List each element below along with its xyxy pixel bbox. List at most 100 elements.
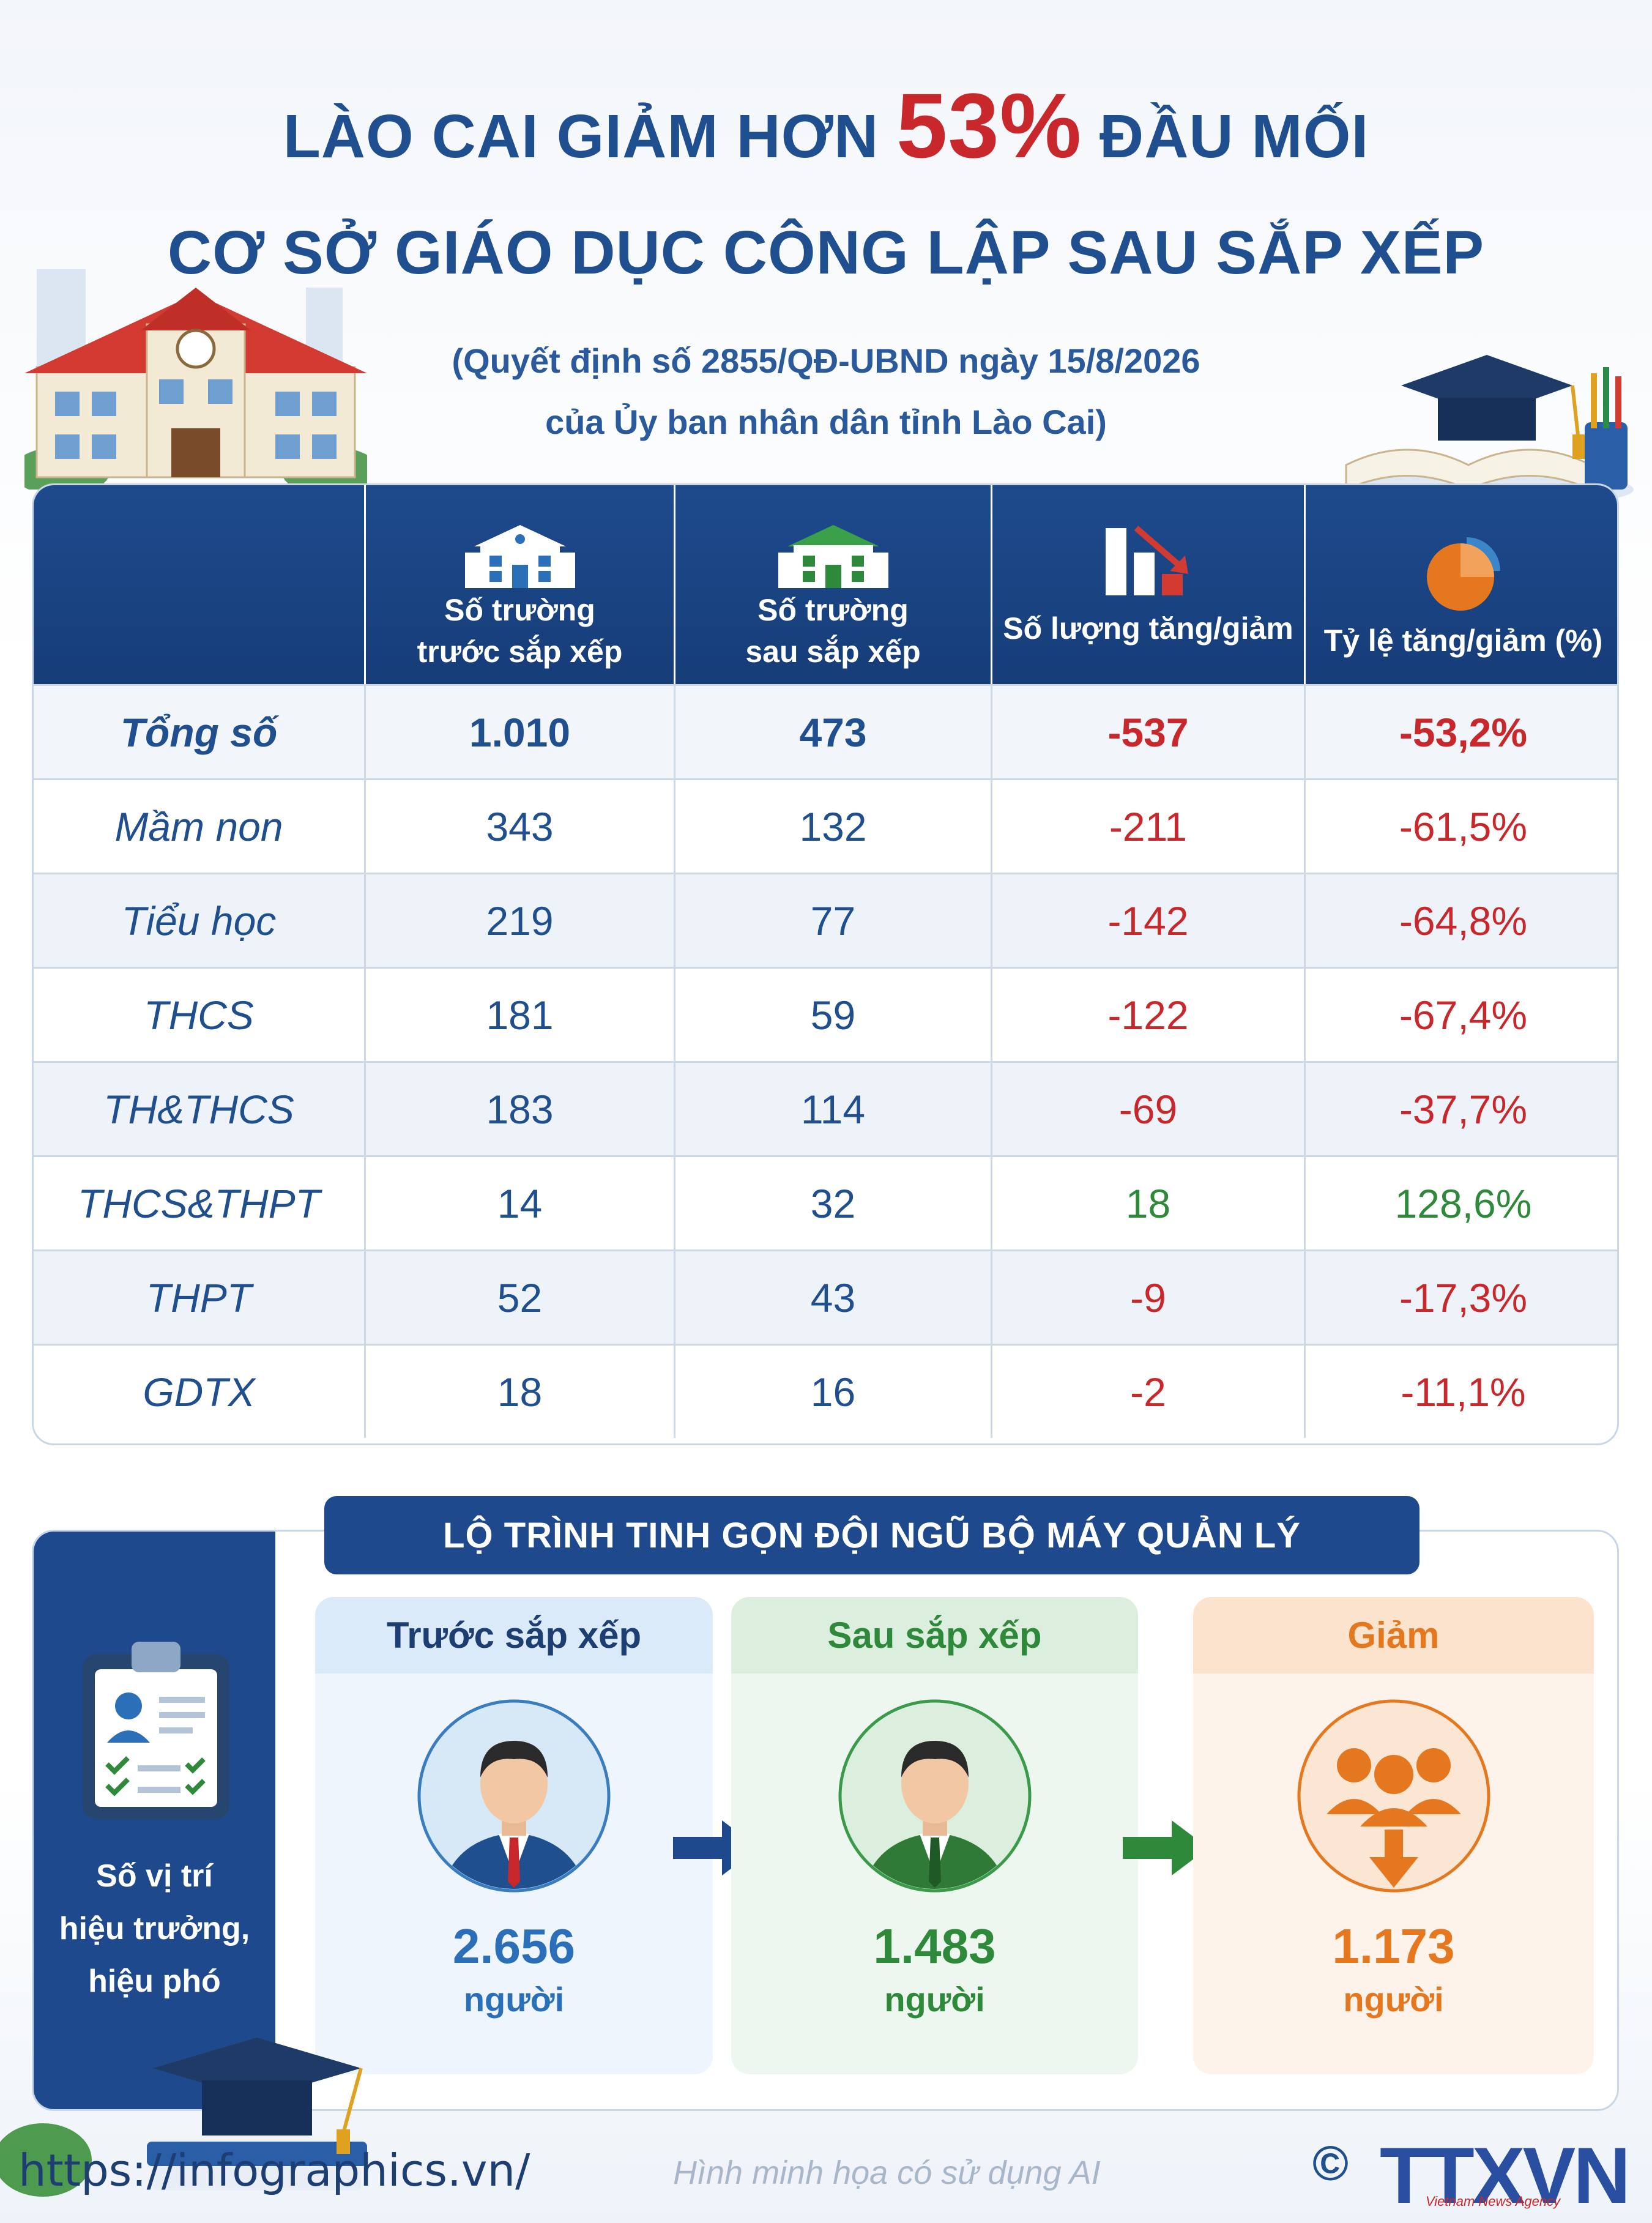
before-value: 2.656 [452,1919,576,1973]
table-cell-change: -211 [991,780,1304,873]
table-cell-change: 18 [991,1157,1304,1249]
table-cell-after: 473 [674,686,991,778]
table-cell-name: TH&THCS [103,1086,294,1132]
table-cell-before: 18 [364,1346,674,1438]
header-rate-label: Tỷ lệ tăng/giảm (%) [1323,624,1603,658]
side-panel: Số vị trí hiệu trưởng, hiệu phó [34,1532,275,2109]
school-icon [778,525,888,588]
table-cell-after: 59 [674,969,991,1061]
table-row: THPT 52 43 -9 -17,3% [34,1249,1617,1344]
table-row-total: Tổng số 1.010 473 -537 -53,2% [34,684,1617,778]
table-cell-rate: -11,1% [1304,1346,1617,1438]
table-cell-before: 219 [364,874,674,967]
table-cell-name: Tiểu học [121,898,277,944]
table-cell-after: 32 [674,1157,991,1249]
header-change: Số lượng tăng/giảm [991,485,1304,684]
side-label-line-1: Số vị trí [96,1858,213,1894]
table-cell-rate: -37,7% [1304,1063,1617,1155]
table-cell-change: -142 [991,874,1304,967]
schools-table: Số trường trước sắp xếp Số trường sau sắ… [32,483,1619,1445]
title-line-1: LÀO CAI GIẢM HƠN 53% ĐẦU MỐI [0,67,1652,195]
table-cell-change: -9 [991,1251,1304,1344]
arrow-right-icon [1123,1820,1208,1875]
after-value: 1.483 [873,1919,996,1973]
table-cell-rate: 128,6% [1304,1157,1617,1249]
side-label: Số vị trí hiệu trưởng, hiệu phó [34,1850,275,2008]
table-cell-before: 183 [364,1063,674,1155]
management-banner: LỘ TRÌNH TINH GỌN ĐỘI NGŨ BỘ MÁY QUẢN LÝ [324,1496,1419,1574]
table-cell-rate: -17,3% [1304,1251,1617,1344]
table-cell-after: 114 [674,1063,991,1155]
reduction-value: 1.173 [1332,1919,1455,1973]
title-prefix: LÀO CAI GIẢM HƠN [283,102,896,171]
table-cell-after: 77 [674,874,991,967]
table-cell-after: 16 [674,1346,991,1438]
ttxvn-logo: TTXVN [1380,2131,1631,2220]
table-cell-before: 14 [364,1157,674,1249]
reduction-column: Giảm 1.173 người [1193,1597,1594,2074]
side-label-line-2: hiệu trưởng, [59,1911,250,1946]
table-row: TH&THCS 183 114 -69 -37,7% [34,1061,1617,1155]
table-cell-before: 181 [364,969,674,1061]
table-row: GDTX 18 16 -2 -11,1% [34,1344,1617,1438]
header-before-line1: Số trường [444,593,595,627]
table-cell-name: Mầm non [114,803,283,849]
table-row: THCS&THPT 14 32 18 128,6% [34,1155,1617,1249]
table-cell-after: 43 [674,1251,991,1344]
table-row: Mầm non 343 132 -211 -61,5% [34,778,1617,873]
table-cell-before: 343 [364,780,674,873]
pie-chart-icon [1426,537,1500,611]
before-column: Trước sắp xếp 2.656 người [315,1597,713,2074]
table-cell-rate: -61,5% [1304,780,1617,873]
school-icon [464,525,575,588]
header-change-label: Số lượng tăng/giảm [1003,611,1293,646]
table-cell-change: -537 [991,686,1304,778]
reduction-unit: người [1343,1980,1444,2019]
table-cell-rate: -67,4% [1304,969,1617,1061]
bar-chart-down-icon [1105,526,1188,595]
copyright-symbol: © [1312,2136,1349,2191]
after-head: Sau sắp xếp [731,1597,1138,1674]
person-icon [417,1699,611,1893]
before-head: Trước sắp xếp [315,1597,713,1674]
clipboard-icon [83,1642,229,1819]
graduation-cap-illustration [0,2038,367,2197]
title-suffix: ĐẦU MỐI [1082,102,1369,171]
page-title: LÀO CAI GIẢM HƠN 53% ĐẦU MỐI CƠ SỞ GIÁO … [0,67,1652,311]
school-building-illustration [24,269,367,490]
table-row: THCS 181 59 -122 -67,4% [34,967,1617,1061]
table-cell-name: THCS&THPT [78,1180,320,1226]
table-cell-before: 1.010 [364,686,674,778]
table-cell-name: GDTX [143,1369,255,1415]
table-cell-name: THCS [144,992,254,1038]
table-cell-change: -69 [991,1063,1304,1155]
table-cell-name: Tổng số [120,709,278,755]
table-cell-before: 52 [364,1251,674,1344]
footer-note: Hình minh họa có sử dụng AI [673,2154,1101,2191]
before-unit: người [463,1980,565,2019]
ttxvn-logo-subtitle: Vietnam News Agency [1426,2194,1561,2209]
table-cell-change: -122 [991,969,1304,1061]
header-before: Số trường trước sắp xếp [364,485,674,684]
subtitle-line-2: của Ủy ban nhân dân tỉnh Lào Cai) [545,403,1107,441]
header-after: Số trường sau sắp xếp [674,485,991,684]
person-icon [838,1699,1031,1893]
table-cell-change: -2 [991,1346,1304,1438]
header-before-line2: trước sắp xếp [417,635,623,669]
footer-url[interactable]: https://infographics.vn/ [18,2145,530,2196]
side-label-line-3: hiệu phó [88,1964,221,1999]
header-rate: Tỷ lệ tăng/giảm (%) [1304,485,1617,684]
after-column: Sau sắp xếp 1.483 người [731,1597,1138,2074]
reduction-head: Giảm [1193,1597,1594,1674]
table-cell-rate: -53,2% [1304,686,1617,778]
table-cell-name: THPT [146,1275,252,1320]
header-after-line2: sau sắp xếp [745,635,921,669]
subtitle-line-1: (Quyết định số 2855/QĐ-UBND ngày 15/8/20… [452,341,1200,380]
table-cell-after: 132 [674,780,991,873]
after-unit: người [884,1980,985,2019]
title-line-2: CƠ SỞ GIÁO DỤC CÔNG LẬP SAU SẮP XẾP [167,218,1485,287]
group-down-icon [1297,1699,1490,1893]
title-highlight: 53% [896,74,1082,177]
table-cell-rate: -64,8% [1304,874,1617,967]
header-category [34,485,364,684]
